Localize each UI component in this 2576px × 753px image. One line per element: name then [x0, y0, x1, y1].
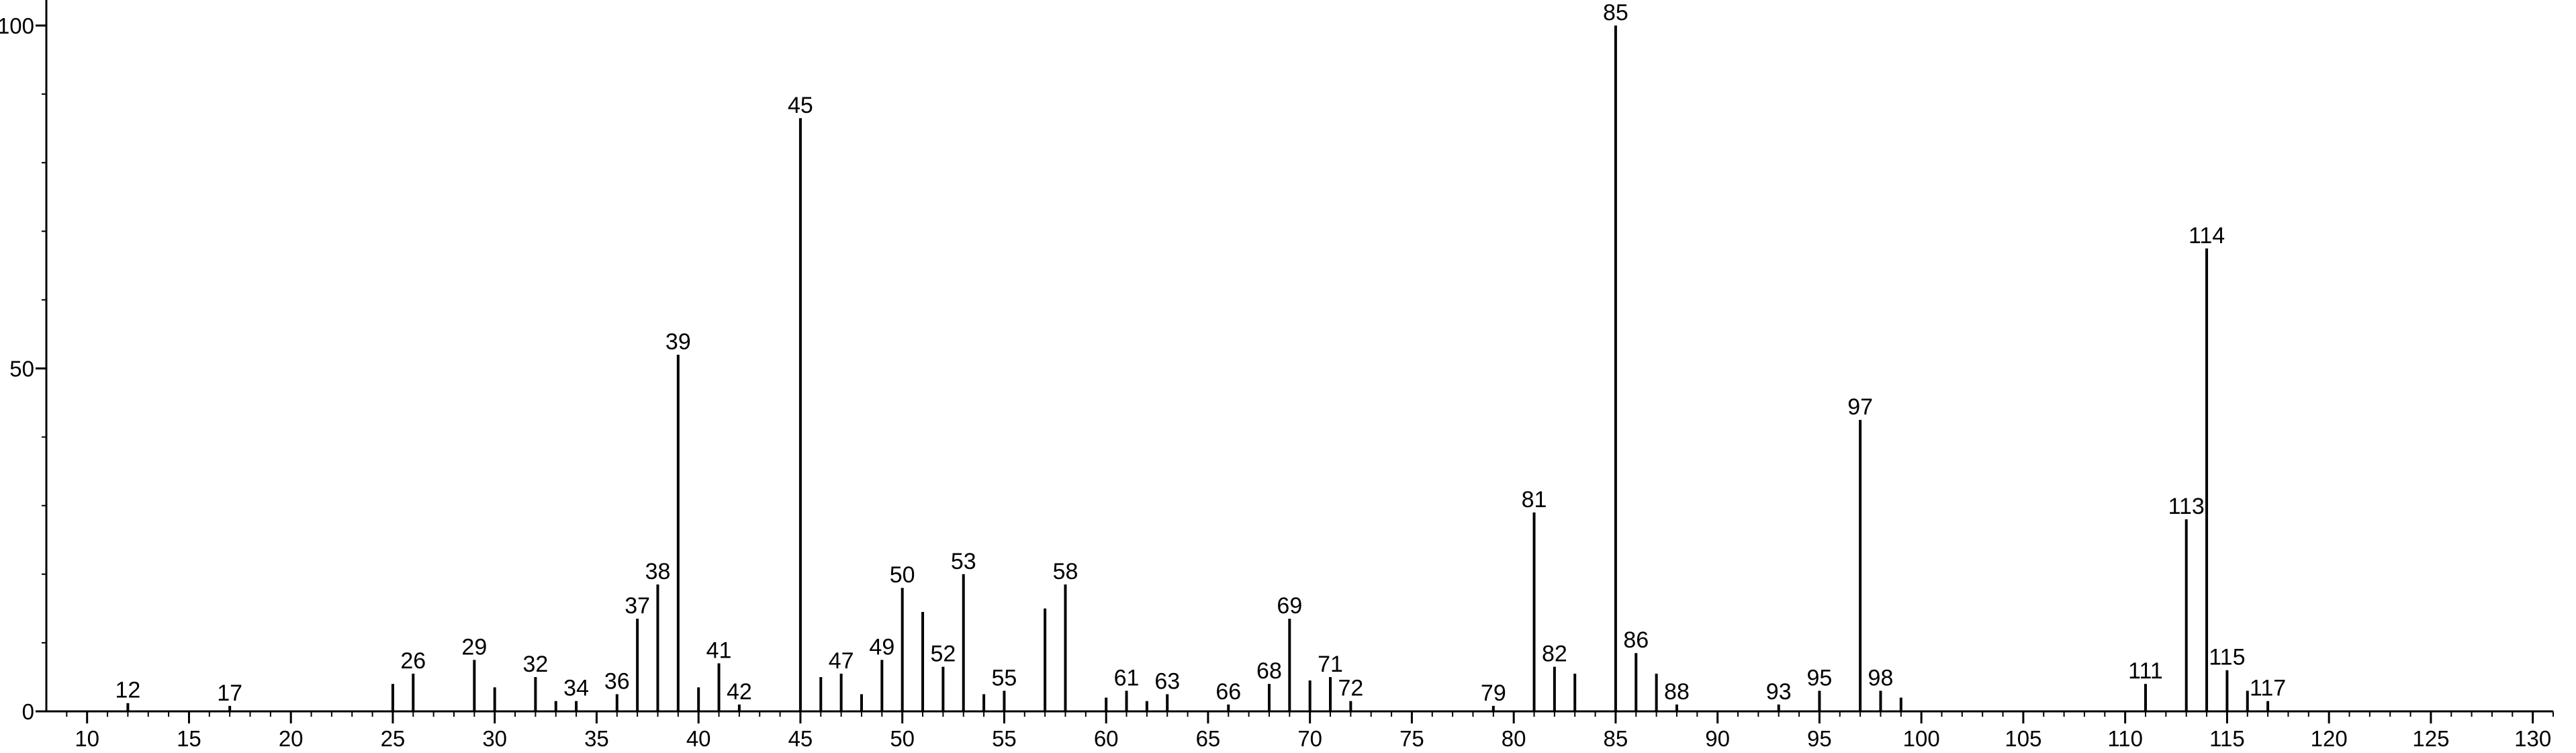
peak-label: 114 — [2189, 223, 2225, 249]
peak-label: 29 — [461, 634, 487, 660]
peak-label: 117 — [2250, 676, 2286, 701]
peak-label: 36 — [604, 668, 630, 694]
x-tick-label: 40 — [686, 726, 711, 750]
peak-label: 53 — [951, 549, 976, 574]
peak-label: 79 — [1481, 680, 1506, 706]
y-tick-label: 100 — [0, 13, 34, 38]
peak-label: 45 — [788, 93, 813, 118]
peak-label: 82 — [1542, 641, 1567, 667]
x-tick-label: 15 — [177, 726, 201, 750]
peak-label: 113 — [2168, 494, 2205, 519]
peak-label: 63 — [1154, 668, 1180, 694]
peak-label: 50 — [890, 562, 915, 588]
x-tick-label: 130 — [2514, 726, 2551, 750]
peak-label: 38 — [645, 559, 671, 584]
peak-label: 98 — [1868, 665, 1894, 691]
peak-label: 88 — [1664, 679, 1690, 705]
peaks — [126, 26, 2270, 711]
peak-label: 93 — [1766, 679, 1792, 705]
x-tick-label: 115 — [2209, 726, 2245, 750]
peak-label: 52 — [930, 641, 956, 667]
peak-label: 111 — [2128, 658, 2163, 684]
peak-label: 55 — [992, 665, 1017, 691]
peak-label: 72 — [1338, 676, 1363, 701]
peak-label: 32 — [522, 652, 548, 677]
x-tick-label: 50 — [890, 726, 915, 750]
y-tick-label: 50 — [9, 357, 34, 382]
peak-label: 61 — [1114, 665, 1140, 691]
peak-label: 86 — [1623, 627, 1649, 653]
peak-label: 69 — [1277, 593, 1302, 619]
x-tick-label: 100 — [1903, 726, 1940, 750]
x-tick-label: 70 — [1297, 726, 1322, 750]
peak-label: 71 — [1318, 652, 1343, 677]
x-tick-label: 125 — [2412, 726, 2449, 750]
x-tick-label: 30 — [482, 726, 507, 750]
x-tick-label: 95 — [1807, 726, 1832, 750]
peak-label: 39 — [665, 329, 691, 355]
x-tick-label: 90 — [1705, 726, 1730, 750]
peak-label: 49 — [869, 634, 894, 660]
peak-label: 66 — [1215, 679, 1241, 705]
x-tick-label: 55 — [992, 726, 1017, 750]
peak-label: 41 — [706, 638, 732, 664]
peak-label: 37 — [625, 593, 650, 619]
x-tick-label: 25 — [381, 726, 406, 750]
peak-label: 42 — [727, 679, 752, 705]
peak-label: 34 — [563, 676, 589, 701]
peak-label: 17 — [217, 680, 242, 706]
x-tick-label: 75 — [1399, 726, 1424, 750]
x-tick-label: 120 — [2311, 726, 2348, 750]
x-tick-label: 65 — [1196, 726, 1221, 750]
x-tick-label: 10 — [75, 726, 99, 750]
peak-labels: 12 17 26 29 32 34 36 37 38 39 41 42 45 47 49 50 52 53 55 58… — [115, 0, 2286, 706]
x-tick-label: 20 — [279, 726, 304, 750]
y-tick-label: 0 — [22, 699, 34, 724]
peak-label: 97 — [1847, 394, 1873, 420]
x-tick-label: 60 — [1094, 726, 1119, 750]
x-tick-label: 35 — [584, 726, 609, 750]
peak-label: 58 — [1053, 559, 1078, 584]
x-tick-label: 110 — [2107, 726, 2143, 750]
peak-label: 95 — [1807, 665, 1833, 691]
x-tick-label: 105 — [2005, 726, 2041, 750]
x-tick-label: 45 — [788, 726, 813, 750]
x-tick-label: 85 — [1604, 726, 1628, 750]
peak-label: 81 — [1522, 487, 1547, 513]
peak-label: 47 — [829, 648, 854, 674]
peak-label: 12 — [115, 678, 140, 703]
peak-label: 68 — [1256, 658, 1282, 684]
x-tick-label: 80 — [1502, 726, 1526, 750]
x-axis: 10 15 20 25 30 35 40 45 50 55 60 65 70 75 80 85 90 95 100 1… — [46, 710, 2554, 751]
y-axis: 0 50 100 — [0, 0, 48, 724]
peak-label: 115 — [2209, 645, 2245, 670]
peak-label: 85 — [1603, 0, 1628, 26]
peak-label: 26 — [400, 648, 426, 674]
